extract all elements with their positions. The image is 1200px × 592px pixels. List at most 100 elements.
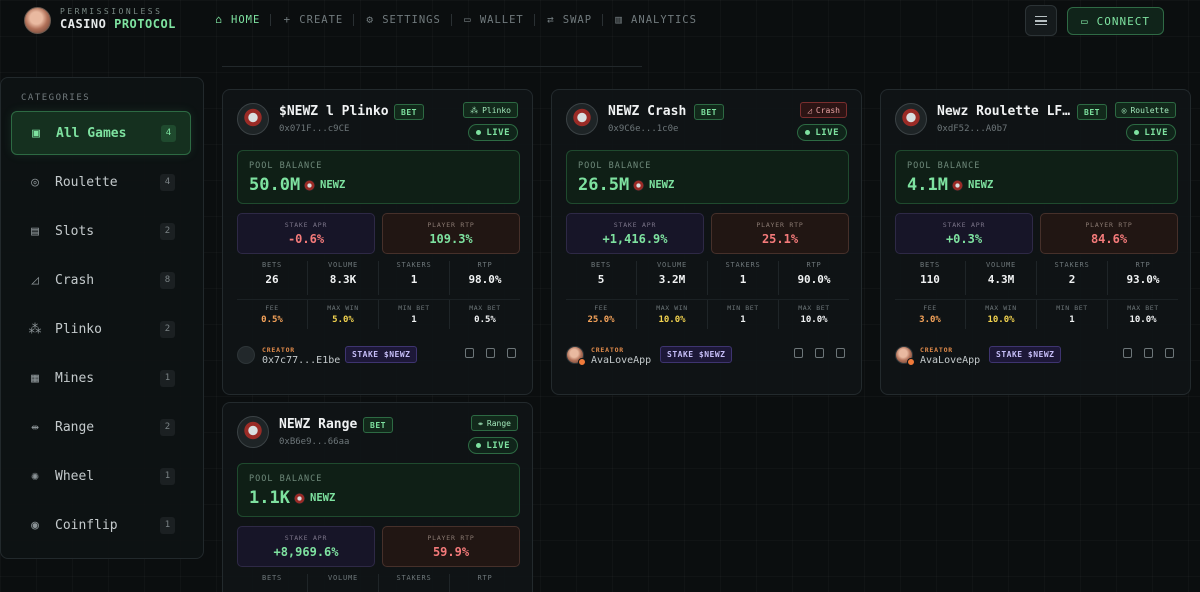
nav-swap[interactable]: ⇄ SWAP — [545, 13, 602, 26]
connect-wallet-button[interactable]: ▭ CONNECT — [1067, 7, 1164, 35]
sidebar-item-roulette[interactable]: ◎ Roulette 4 — [11, 160, 191, 204]
crash-chart-icon: ◿ — [31, 272, 39, 288]
player-rtp-value: 25.1% — [761, 232, 799, 246]
stat-label: BETS — [590, 261, 612, 269]
newz-token-icon — [633, 180, 644, 191]
logo-avatar[interactable] — [24, 7, 51, 34]
game-card[interactable]: $NEWZ l Plinko BET 0x071F...c9CE ⁂ Plink… — [222, 89, 533, 395]
stake-button[interactable]: STAKE $NEWZ — [989, 346, 1062, 363]
external-link-icon[interactable] — [507, 348, 516, 358]
stake-apr-value: +0.3% — [945, 232, 983, 246]
contract-address[interactable]: 0x071F...c9CE — [279, 124, 350, 134]
nav-analytics[interactable]: ▥ ANALYTICS — [613, 13, 707, 26]
stat-rtp: RTP 93.0% — [1108, 261, 1178, 295]
stat-value: 110 — [920, 273, 940, 286]
sidebar-item-count: 8 — [160, 271, 175, 289]
creator-avatar — [895, 346, 915, 366]
share-icon[interactable] — [1144, 348, 1153, 358]
stat-value: 3.0% — [919, 315, 941, 325]
stat-value: 98.0% — [468, 273, 502, 286]
stat-volume: VOLUME 3.2M — [637, 261, 708, 295]
stat-value: 90.0% — [797, 273, 831, 286]
stat-label: RTP — [1135, 261, 1151, 269]
nav-create[interactable]: + CREATE — [281, 13, 353, 26]
sidebar-item-count: 2 — [160, 320, 175, 338]
sidebar-item-range[interactable]: ⇹ Range 2 — [11, 405, 191, 449]
menu-button[interactable] — [1025, 5, 1057, 36]
sidebar-item-all-games[interactable]: ▣ All Games 4 — [11, 111, 191, 155]
stat-max-win: MAX WIN 10.0% — [966, 300, 1037, 329]
sidebar-item-crash[interactable]: ◿ Crash 8 — [11, 258, 191, 302]
stats-row: BETS 5 VOLUME 3.2M STAKERS 1 RTP 90.0% — [566, 261, 849, 295]
card-actions — [1123, 348, 1174, 358]
stat-value: 10.0% — [987, 315, 1015, 325]
stat-min-bet: MIN BET 1 — [708, 300, 779, 329]
creator-avatar — [566, 346, 586, 366]
game-card[interactable]: NEWZ Range BET 0xB6e9...66aa ⇹ Range LIV… — [222, 402, 533, 592]
sidebar-item-label: Slots — [55, 223, 95, 239]
creator-label: CREATOR — [920, 346, 953, 354]
stat-value: 1 — [740, 315, 746, 325]
copy-icon[interactable] — [465, 348, 474, 358]
wheel-icon: ✺ — [31, 468, 39, 484]
sidebar-item-coinflip[interactable]: ◉ Coinflip 1 — [11, 503, 191, 547]
stat-label: VOLUME — [985, 261, 1017, 269]
stat-label: STAKERS — [725, 261, 761, 269]
sidebar-item-wheel[interactable]: ✺ Wheel 1 — [11, 454, 191, 498]
stat-label: MAX BET — [798, 304, 830, 312]
nav-settings[interactable]: ⚙ SETTINGS — [364, 13, 451, 26]
sidebar-item-mines[interactable]: ▦ Mines 1 — [11, 356, 191, 400]
player-rtp-value: 84.6% — [1090, 232, 1128, 246]
creator-avatar — [237, 346, 255, 364]
nav-home[interactable]: ⌂ HOME — [213, 13, 270, 26]
brand-name[interactable]: CASINO PROTOCOL — [60, 17, 176, 31]
creator-name[interactable]: AvaLoveApp — [591, 355, 652, 366]
nav-divider — [450, 13, 452, 26]
copy-icon[interactable] — [794, 348, 803, 358]
contract-address[interactable]: 0x9C6e...1c0e — [608, 124, 679, 134]
player-rtp-value: 109.3% — [429, 232, 473, 246]
stake-button[interactable]: STAKE $NEWZ — [345, 346, 418, 363]
sidebar-item-slots[interactable]: ▤ Slots 2 — [11, 209, 191, 253]
sidebar-item-plinko[interactable]: ⁂ Plinko 2 — [11, 307, 191, 351]
stat-stakers: STAKERS 1 — [708, 261, 779, 295]
pool-balance-value: 4.1M — [907, 175, 948, 195]
stake-button[interactable]: STAKE $NEWZ — [660, 346, 733, 363]
game-title: Newz Roulette LF... — [937, 104, 1072, 119]
share-icon[interactable] — [815, 348, 824, 358]
gear-icon: ⚙ — [366, 13, 375, 26]
live-label: LIVE — [486, 127, 510, 138]
player-rtp-value: 59.9% — [432, 545, 470, 559]
copy-icon[interactable] — [1123, 348, 1132, 358]
external-link-icon[interactable] — [1165, 348, 1174, 358]
pool-balance-panel: POOL BALANCE 26.5M NEWZ — [566, 150, 849, 204]
sidebar-item-count: 1 — [160, 516, 175, 534]
live-label: LIVE — [486, 440, 510, 451]
contract-address[interactable]: 0xdF52...A0b7 — [937, 124, 1008, 134]
stat-fee: FEE 25.0% — [566, 300, 637, 329]
stat-label: MIN BET — [727, 304, 759, 312]
player-rtp-label: PLAYER RTP — [1085, 221, 1133, 229]
sidebar-item-count: 2 — [160, 222, 175, 240]
stat-bets: BETS 26 — [237, 261, 308, 295]
slots-icon: ▤ — [31, 223, 39, 239]
game-type-label: Plinko — [482, 105, 511, 115]
nav-wallet[interactable]: ▭ WALLET — [462, 13, 534, 26]
creator-name[interactable]: AvaLoveApp — [920, 355, 981, 366]
external-link-icon[interactable] — [836, 348, 845, 358]
live-label: LIVE — [1144, 127, 1168, 138]
player-rtp-box: PLAYER RTP 84.6% — [1040, 213, 1178, 254]
creator-name[interactable]: 0x7c77...E1be — [262, 355, 341, 366]
stat-label: RTP — [806, 261, 822, 269]
nav-divider — [353, 13, 355, 26]
player-rtp-label: PLAYER RTP — [427, 534, 475, 542]
game-card[interactable]: NEWZ Crash BET 0x9C6e...1c0e ◿ Crash LIV… — [551, 89, 862, 395]
share-icon[interactable] — [486, 348, 495, 358]
stat-label: BETS — [261, 261, 283, 269]
stat-bets: BETS — [237, 574, 308, 592]
stat-label: VOLUME — [656, 261, 688, 269]
game-card[interactable]: Newz Roulette LF... BET 0xdF52...A0b7 ◎ … — [880, 89, 1191, 395]
contract-address[interactable]: 0xB6e9...66aa — [279, 437, 350, 447]
game-title: $NEWZ l Plinko — [279, 104, 389, 119]
stat-value: 25.0% — [587, 315, 615, 325]
